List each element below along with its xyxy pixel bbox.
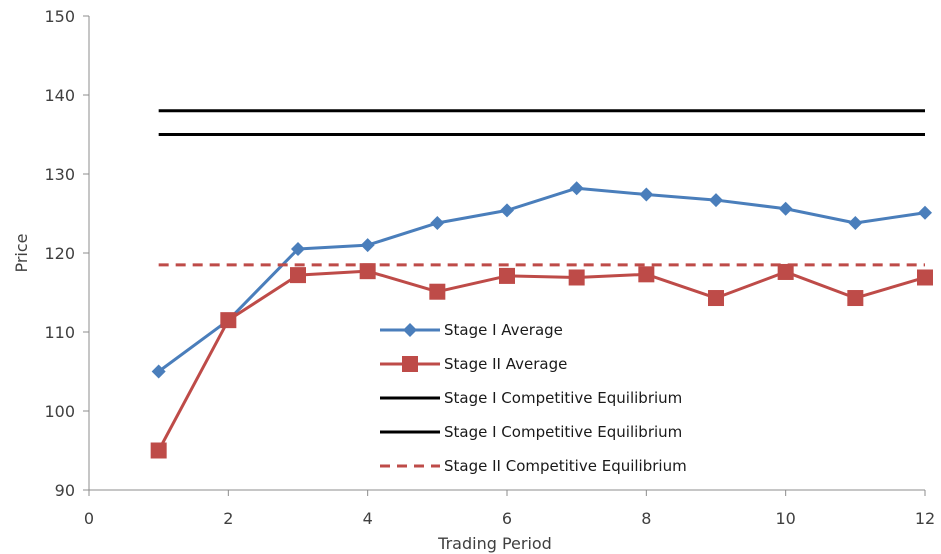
legend-label: Stage II Competitive Equilibrium [444, 457, 687, 475]
x-tick-label: 0 [84, 509, 94, 528]
data-point [848, 215, 863, 230]
data-point [151, 364, 166, 379]
x-tick-label: 12 [915, 509, 935, 528]
legend: Stage I Average Stage II Average Stage I C… [380, 321, 687, 475]
y-tick-label: 110 [44, 323, 75, 342]
data-point [778, 201, 793, 216]
series-line [157, 186, 926, 373]
data-point [220, 312, 237, 329]
data-point [150, 442, 167, 459]
data-point [429, 283, 446, 300]
legend-label: Stage I Average [444, 321, 563, 339]
series-line [157, 269, 926, 452]
data-point [918, 205, 932, 220]
y-tick-label: 140 [44, 86, 75, 105]
legend-marker [402, 356, 418, 372]
x-tick-label: 6 [502, 509, 512, 528]
y-tick-label: 120 [44, 244, 75, 263]
y-tick-label: 100 [44, 402, 75, 421]
x-tick-label: 10 [775, 509, 795, 528]
x-axis-title: Trading Period [437, 534, 552, 553]
legend-label: Stage II Average [444, 355, 567, 373]
data-point [709, 193, 723, 208]
data-point [430, 215, 445, 230]
x-tick-label: 2 [223, 509, 233, 528]
legend-marker [403, 323, 417, 337]
data-point [639, 187, 654, 202]
data-point [847, 290, 864, 307]
data-point [777, 263, 794, 280]
legend-label: Stage I Competitive Equilibrium [444, 423, 682, 441]
x-tick-label: 4 [363, 509, 373, 528]
data-point [499, 267, 515, 284]
y-tick-label: 130 [44, 165, 75, 184]
legend-item: Stage I Competitive Equilibrium [380, 423, 682, 441]
x-tick-label: 8 [641, 509, 651, 528]
series-layer [150, 109, 933, 459]
data-point [291, 242, 305, 257]
legend-item: Stage I Competitive Equilibrium [380, 389, 682, 407]
y-tick-label: 90 [55, 481, 75, 500]
series-2 [150, 263, 933, 459]
data-point [708, 290, 724, 307]
legend-item: Stage II Competitive Equilibrium [380, 457, 687, 475]
legend-label: Stage I Competitive Equilibrium [444, 389, 682, 407]
data-point [569, 181, 584, 196]
data-point [500, 203, 514, 218]
y-tick-label: 150 [44, 7, 75, 26]
data-point [917, 269, 933, 286]
data-point [638, 266, 655, 283]
legend-item: Stage II Average [380, 355, 567, 373]
legend-item: Stage I Average [380, 321, 563, 339]
data-point [360, 238, 375, 253]
y-axis-title: Price [12, 233, 31, 272]
data-point [290, 267, 306, 284]
axes: 90 100 110 120 130 140 150 0 2 4 6 8 10 12 Trading Per… [12, 7, 935, 553]
data-point [359, 263, 376, 280]
data-point [568, 269, 585, 286]
series-1 [151, 181, 932, 379]
